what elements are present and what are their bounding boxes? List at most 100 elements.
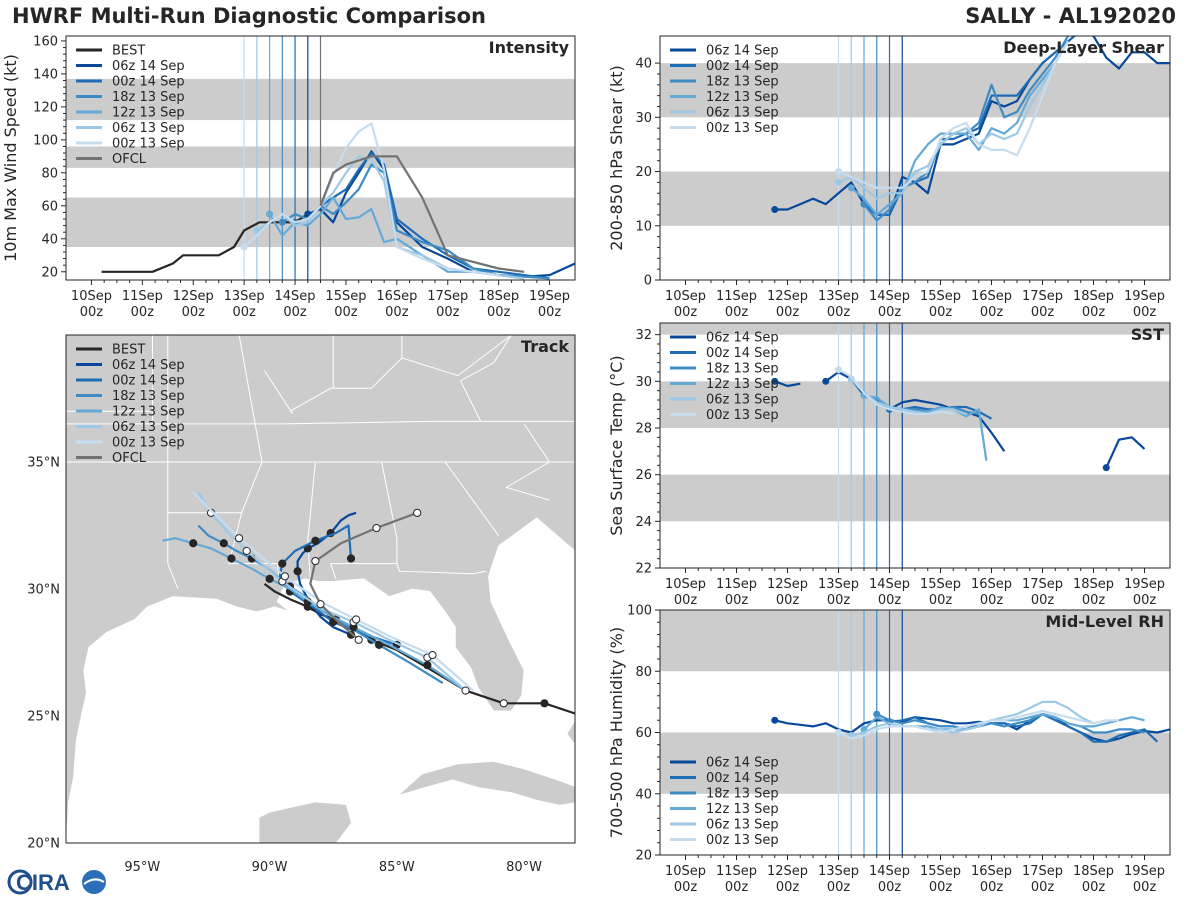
rh-xtick-label-hour: 00z xyxy=(878,880,902,895)
track-xtick-label: 80°W xyxy=(506,860,542,875)
shear-plot-area xyxy=(660,36,1170,280)
sst-xtick-label-hour: 00z xyxy=(1031,593,1055,608)
shear-legend-label-00z-14-sep: 00z 14 Sep xyxy=(706,59,779,74)
sst-xtick-label-day: 14Sep xyxy=(869,577,910,592)
intensity-xtick-label-hour: 00z xyxy=(182,305,206,320)
cira-logo-globe-icon xyxy=(82,870,106,894)
track-ytick-label: 20°N xyxy=(27,837,60,852)
shear-xtick-label-hour: 00z xyxy=(929,305,953,320)
rh-panel-title: Mid-Level RH xyxy=(1045,612,1164,631)
intensity-legend-label-06z-13-sep: 06z 13 Sep xyxy=(112,121,185,136)
intensity-ytick-label: 80 xyxy=(41,166,58,181)
sst-xtick-label-hour: 00z xyxy=(1133,593,1157,608)
rh-xtick-label-day: 17Sep xyxy=(1022,864,1063,879)
track-path-00z-14-sep xyxy=(278,524,398,646)
intensity-init-point-00z-13-sep-6 xyxy=(240,243,248,251)
shear-ytick-label: 30 xyxy=(635,111,652,126)
shear-series-12z-13-sep-3 xyxy=(850,40,1069,216)
rh-band-0 xyxy=(660,732,1170,794)
track-path-06z-13-sep xyxy=(197,491,467,692)
sst-ylabel: Sea Surface Temp (°C) xyxy=(607,355,626,535)
shear-xtick-label-hour: 00z xyxy=(725,305,749,320)
intensity-xtick-label-day: 17Sep xyxy=(427,289,468,304)
intensity-xtick-label-hour: 00z xyxy=(538,305,562,320)
track-marker-00z-14-sep-3 xyxy=(278,559,287,568)
sst-xtick-label-hour: 00z xyxy=(776,593,800,608)
sst-ytick-label: 22 xyxy=(635,562,652,577)
intensity-xtick-label-day: 14Sep xyxy=(275,289,316,304)
intensity-xtick-label-hour: 00z xyxy=(131,305,155,320)
track-legend-label-ofcl: OFCL xyxy=(112,451,147,466)
shear-panel-title: Deep-Layer Shear xyxy=(1003,38,1164,57)
intensity-xtick-label-day: 18Sep xyxy=(478,289,519,304)
track-marker-ofcl-2 xyxy=(311,556,320,566)
intensity-legend-label-best: BEST xyxy=(112,44,145,59)
rh-xtick-label-day: 19Sep xyxy=(1124,864,1165,879)
intensity-series-00z-13-sep-6 xyxy=(243,122,499,277)
sst-xtick-label-day: 18Sep xyxy=(1073,577,1114,592)
intensity-legend-label-ofcl: OFCL xyxy=(112,152,147,167)
shear-xtick-label-day: 13Sep xyxy=(818,289,859,304)
intensity-legend-label-12z-13-sep: 12z 13 Sep xyxy=(112,106,185,121)
track-land-yucatan xyxy=(259,802,351,843)
sst-xtick-label-day: 13Sep xyxy=(818,577,859,592)
intensity-legend-label-06z-14-sep: 06z 14 Sep xyxy=(112,59,185,74)
track-legend-label-18z-13-sep: 18z 13 Sep xyxy=(112,389,185,404)
shear-legend-label-18z-13-sep: 18z 13 Sep xyxy=(706,75,779,90)
shear-series-06z-13-sep-4 xyxy=(838,40,1069,200)
sst-series-06z-14-sep-0 xyxy=(774,380,801,388)
sst-xtick-label-hour: 00z xyxy=(1082,593,1106,608)
track-state-border-4 xyxy=(307,461,316,579)
intensity-xtick-label-day: 10Sep xyxy=(71,289,112,304)
intensity-legend-label-00z-13-sep: 00z 13 Sep xyxy=(112,137,185,152)
shear-band-1 xyxy=(660,63,1170,118)
sst-legend-label-18z-13-sep: 18z 13 Sep xyxy=(706,362,779,377)
intensity-xtick-label-day: 13Sep xyxy=(224,289,265,304)
track-state-border-6 xyxy=(396,563,487,575)
shear-xtick-label-hour: 00z xyxy=(827,305,851,320)
sst-xtick-label-hour: 00z xyxy=(878,593,902,608)
rh-xtick-label-day: 10Sep xyxy=(665,864,706,879)
rh-xtick-label-hour: 00z xyxy=(827,880,851,895)
rh-init-point-06z-14-sep-0 xyxy=(771,716,779,724)
panel-rh: 2040608010010Sep00z11Sep00z12Sep00z13Sep… xyxy=(607,604,1171,895)
shear-xtick-label-hour: 00z xyxy=(878,305,902,320)
panel-intensity: 2040608010012014016010Sep00z11Sep00z12Se… xyxy=(1,34,576,320)
shear-init-point-12z-13-sep-3 xyxy=(847,184,855,192)
sst-xtick-label-hour: 00z xyxy=(929,593,953,608)
shear-xtick-label-day: 12Sep xyxy=(767,289,808,304)
track-plot-area xyxy=(66,335,575,843)
sst-xtick-label-day: 11Sep xyxy=(716,577,757,592)
track-marker-00z-13-sep-1 xyxy=(352,615,361,624)
track-marker-ofcl-0 xyxy=(354,635,363,644)
track-marker-00z-14-sep-4 xyxy=(311,536,320,545)
rh-legend-label-00z-14-sep: 00z 14 Sep xyxy=(706,771,779,786)
rh-xtick-label-hour: 00z xyxy=(1031,880,1055,895)
intensity-series-00z-14-sep-2 xyxy=(294,152,550,280)
rh-ytick-label: 80 xyxy=(635,665,652,680)
track-path-ofcl xyxy=(309,511,418,641)
intensity-xtick-label-hour: 00z xyxy=(487,305,511,320)
rh-series-18z-13-sep-2 xyxy=(876,712,1145,734)
intensity-legend-label-00z-14-sep: 00z 14 Sep xyxy=(112,75,185,90)
track-marker-12z-13-sep-4 xyxy=(227,554,236,563)
track-state-border-11 xyxy=(289,335,512,412)
intensity-ytick-label: 60 xyxy=(41,199,58,214)
sst-ytick-label: 28 xyxy=(635,422,652,437)
shear-xtick-label-day: 15Sep xyxy=(920,289,961,304)
rh-xtick-label-hour: 00z xyxy=(725,880,749,895)
sst-init-point-06z-14-sep-1 xyxy=(822,377,830,385)
track-state-border-13 xyxy=(264,370,293,414)
intensity-ytick-label: 20 xyxy=(41,265,58,280)
rh-init-point-18z-13-sep-2 xyxy=(873,710,881,718)
rh-xtick-label-day: 16Sep xyxy=(971,864,1012,879)
rh-xtick-label-hour: 00z xyxy=(674,880,698,895)
sst-series-12z-13-sep-5 xyxy=(863,394,988,461)
shear-ytick-label: 20 xyxy=(635,165,652,180)
shear-xtick-label-day: 14Sep xyxy=(869,289,910,304)
track-marker-18z-13-sep-4 xyxy=(219,539,228,548)
